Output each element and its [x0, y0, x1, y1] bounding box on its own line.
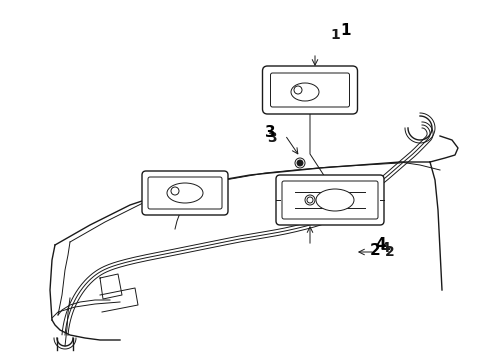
Circle shape: [305, 195, 315, 205]
Text: 3: 3: [267, 131, 277, 145]
Text: 4: 4: [380, 241, 390, 255]
Text: 4: 4: [375, 237, 386, 252]
Circle shape: [171, 187, 179, 195]
Circle shape: [294, 86, 302, 94]
Text: 3: 3: [265, 125, 275, 140]
FancyBboxPatch shape: [142, 171, 228, 215]
Circle shape: [295, 158, 305, 168]
Ellipse shape: [167, 183, 203, 203]
Circle shape: [297, 160, 303, 166]
Text: 2: 2: [370, 243, 381, 257]
FancyBboxPatch shape: [263, 66, 358, 114]
Ellipse shape: [316, 189, 354, 211]
Ellipse shape: [291, 83, 319, 101]
Circle shape: [307, 197, 313, 203]
Text: 1: 1: [330, 28, 340, 42]
Text: 1: 1: [340, 23, 350, 37]
Text: 2: 2: [385, 245, 395, 259]
FancyBboxPatch shape: [276, 175, 384, 225]
